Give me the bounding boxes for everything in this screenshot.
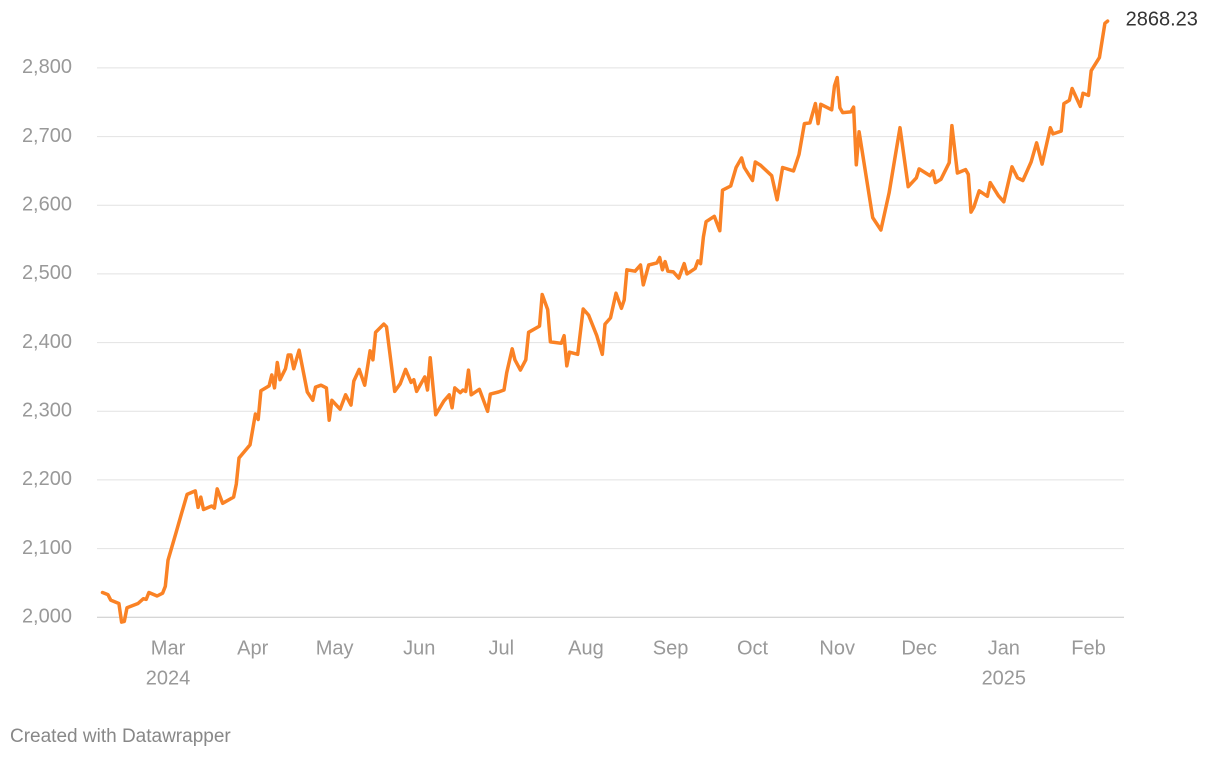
x-tick-label: May xyxy=(316,637,354,659)
y-tick-label: 2,200 xyxy=(22,468,72,490)
y-tick-label: 2,800 xyxy=(22,56,72,78)
x-year-label: 2025 xyxy=(982,667,1027,689)
x-tick-label: Jul xyxy=(488,637,514,659)
line xyxy=(100,19,1110,624)
x-tick-label: Apr xyxy=(237,637,268,659)
x-tick-label: Sep xyxy=(653,637,689,659)
y-tick-label: 2,100 xyxy=(22,537,72,559)
end-label: 2868.23 xyxy=(1126,8,1198,30)
x-tick-label: Jun xyxy=(403,637,435,659)
y-tick-label: 2,500 xyxy=(22,262,72,284)
y-tick-label: 2,400 xyxy=(22,331,72,353)
x-tick-label: Feb xyxy=(1071,637,1105,659)
x-year-label: 2024 xyxy=(146,667,191,689)
y-tick-label: 2,300 xyxy=(22,400,72,422)
x-tick-label: Nov xyxy=(819,637,855,659)
x-tick-label: Jan xyxy=(988,637,1020,659)
y-tick-label: 2,700 xyxy=(22,125,72,147)
y-tick-label: 2,600 xyxy=(22,194,72,216)
x-tick-label: Dec xyxy=(901,637,937,659)
credit: Created with Datawrapper xyxy=(10,726,231,747)
x-tick-label: Aug xyxy=(568,637,604,659)
x-tick-label: Mar xyxy=(151,637,186,659)
y-tick-label: 2,000 xyxy=(22,606,72,628)
x-tick-label: Oct xyxy=(737,637,769,659)
